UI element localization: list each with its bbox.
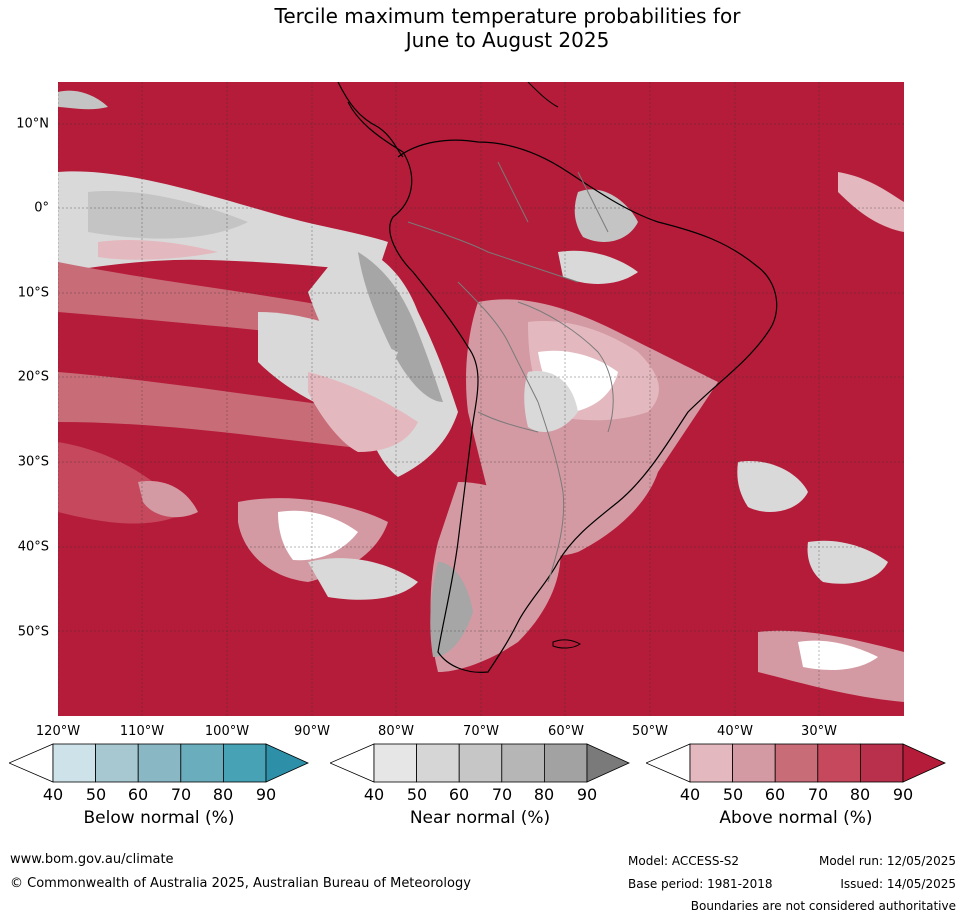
tick: 40 [363,785,385,804]
lat-label-10n: 10°N [16,116,49,132]
colorbar-label-below: Below normal (%) [83,808,235,828]
colorbar-segment [373,743,417,783]
colorbar-segment [501,743,545,783]
copyright-text: © Commonwealth of Australia 2025, Austra… [10,876,471,891]
colorbar-near-normal [330,743,630,783]
lat-label-0: 0° [34,200,49,216]
colorbar-segment [52,743,96,783]
tick: 80 [849,785,871,804]
colorbar-extend-high [265,743,309,783]
lon-label-50w: 50°W [632,724,668,739]
colorbar-extend-high [586,743,630,783]
lon-label-30w: 30°W [801,724,837,739]
tick: 70 [807,785,829,804]
colorbar-segment [180,743,224,783]
colorbar-segment [774,743,819,783]
issued-text: Issued: 14/05/2025 [840,877,956,891]
colorbar-extend-high [902,743,946,783]
colorbar-label-above: Above normal (%) [719,808,873,828]
probability-map [58,82,904,716]
lon-label-120w: 120°W [35,724,81,739]
lon-label-70w: 70°W [463,724,499,739]
lon-label-100w: 100°W [204,724,250,739]
disclaimer-text: Boundaries are not considered authoritat… [690,899,956,913]
lon-label-110w: 110°W [119,724,165,739]
tick: 50 [406,785,428,804]
model-run-text: Model run: 12/05/2025 [818,854,956,868]
tick: 90 [576,785,598,804]
colorbar-segment [458,743,503,783]
colorbar-segment [859,743,904,783]
lon-label-40w: 40°W [717,724,753,739]
title-line-2: June to August 2025 [405,28,610,52]
map-title: Tercile maximum temperature probabilitie… [0,4,965,52]
colorbar-extend-low [646,743,691,783]
tick: 60 [448,785,470,804]
lon-label-90w: 90°W [294,724,330,739]
tick: 50 [722,785,744,804]
colorbar-segment [689,743,733,783]
colorbar-segment [732,743,776,783]
tick: 50 [85,785,107,804]
colorbar-segment [95,743,139,783]
colorbar-label-near: Near normal (%) [409,808,551,828]
tick: 60 [764,785,786,804]
lat-label-30s: 30°S [17,454,49,470]
tick: 80 [212,785,234,804]
colorbar-extend-low [9,743,54,783]
colorbar-segment [137,743,182,783]
base-period-text: Base period: 1981-2018 [628,877,773,891]
lon-label-60w: 60°W [548,724,584,739]
tick: 70 [491,785,513,804]
colorbar-above-normal [646,743,946,783]
lat-label-20s: 20°S [17,369,49,385]
colorbar-segment [222,743,267,783]
map-svg [58,82,904,716]
tick: 90 [892,785,914,804]
website-link[interactable]: www.bom.gov.au/climate [10,852,174,867]
lat-label-50s: 50°S [17,624,49,640]
title-line-1: Tercile maximum temperature probabilitie… [274,4,741,28]
tick: 60 [127,785,149,804]
lat-label-40s: 40°S [17,539,49,555]
colorbar-segment [817,743,861,783]
lon-label-80w: 80°W [378,724,414,739]
model-text: Model: ACCESS-S2 [628,854,740,868]
colorbar-segment [543,743,588,783]
tick: 70 [170,785,192,804]
tick: 90 [255,785,277,804]
tick: 40 [679,785,701,804]
colorbar-extend-low [330,743,375,783]
tick: 80 [533,785,555,804]
colorbar-below-normal [9,743,309,783]
colorbar-segment [416,743,460,783]
tick: 40 [42,785,64,804]
lat-label-10s: 10°S [17,285,49,301]
